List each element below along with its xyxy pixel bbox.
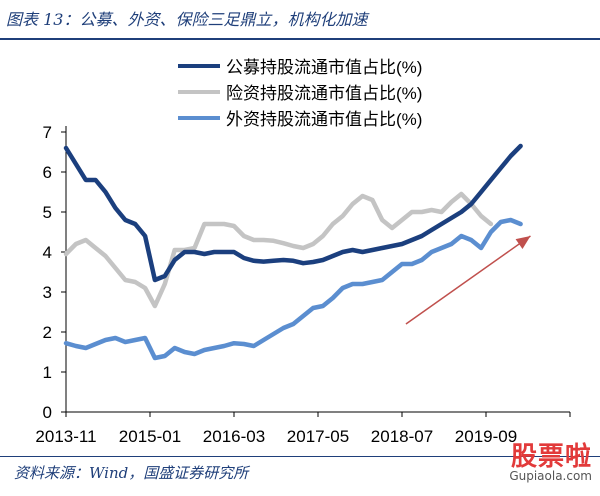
- y-tick-label: 7: [43, 123, 52, 142]
- watermark-url: Gupiaola.com: [509, 469, 592, 483]
- x-tick-label: 2016-03: [203, 427, 265, 446]
- legend-label-foreign-capital: 外资持股流通市值占比(%): [226, 110, 422, 129]
- annotation-layer: [405, 235, 531, 325]
- legend-label-insurance: 险资持股流通市值占比(%): [226, 84, 422, 103]
- y-tick-label: 2: [43, 323, 52, 342]
- y-tick-label: 5: [43, 203, 52, 222]
- series-line-public-funds: [63, 143, 523, 283]
- series-line-foreign-capital: [63, 217, 523, 361]
- source-note: 资料来源：Wind，国盛证券研究所: [14, 464, 249, 482]
- legend-label-public-funds: 公募持股流通市值占比(%): [226, 58, 422, 77]
- x-tick-label: 2015-01: [119, 427, 181, 446]
- trend-arrow-head: [515, 236, 531, 249]
- y-tick-label: 0: [43, 403, 52, 422]
- y-tick-label: 3: [43, 283, 52, 302]
- trend-arrow-line: [405, 235, 531, 325]
- x-tick-label: 2013-11: [35, 427, 96, 446]
- watermark: 股票啦 Gupiaola.com: [509, 436, 592, 483]
- legend: 公募持股流通市值占比(%) 险资持股流通市值占比(%) 外资持股流通市值占比(%…: [178, 58, 422, 129]
- x-tick-label: 2017-05: [287, 427, 349, 446]
- x-tick-label: 2019-09: [455, 427, 517, 446]
- source-divider: [0, 456, 600, 457]
- watermark-logo: 股票啦: [510, 442, 592, 472]
- legend-item-insurance: 险资持股流通市值占比(%): [178, 84, 422, 103]
- series-line-insurance: [63, 191, 494, 309]
- legend-item-foreign-capital: 外资持股流通市值占比(%): [178, 110, 422, 129]
- y-tick-label: 4: [43, 243, 52, 262]
- series-layer: [63, 143, 523, 361]
- line-chart: 公募持股流通市值占比(%) 险资持股流通市值占比(%) 外资持股流通市值占比(%…: [35, 58, 571, 446]
- y-tick-label: 1: [43, 363, 52, 382]
- figure-title: 图表 13：公募、外资、保险三足鼎立，机构化加速: [6, 10, 368, 29]
- axes: 0 1 2 3 4 5 6 7 2013-11 2015-01 2016-03 2017-05 2018…: [35, 123, 571, 446]
- y-tick-label: 6: [43, 163, 52, 182]
- x-tick-label: 2018-07: [371, 427, 433, 446]
- legend-item-public-funds: 公募持股流通市值占比(%): [178, 58, 422, 77]
- title-divider: [0, 38, 600, 40]
